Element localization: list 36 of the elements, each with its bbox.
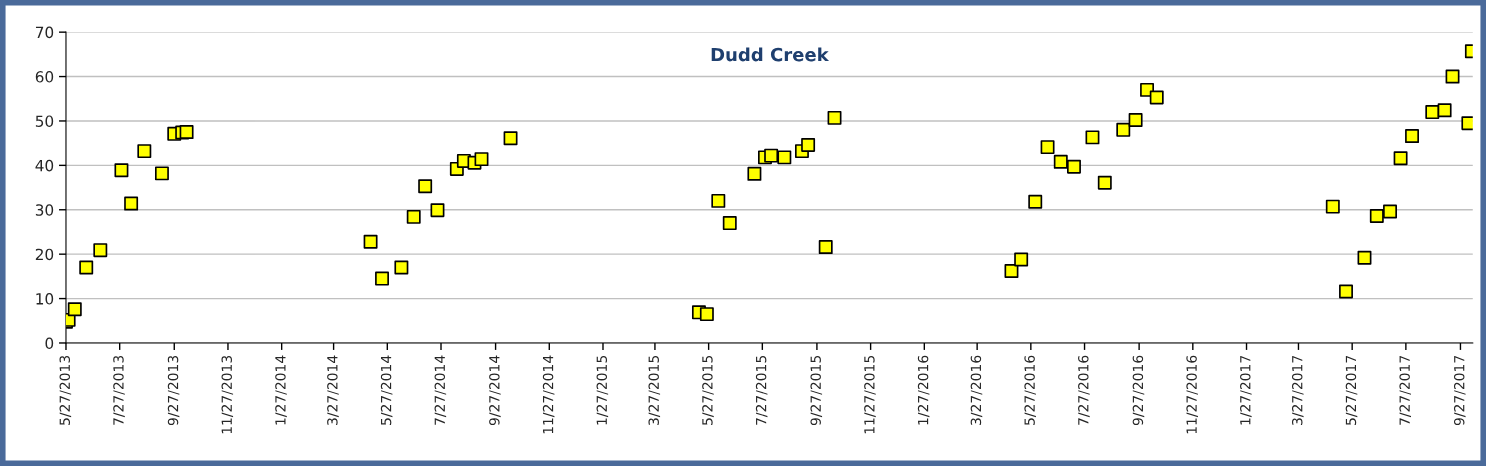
y-tick-label: 70 xyxy=(35,26,54,39)
x-tick-label: 11/27/2014 xyxy=(542,355,555,434)
x-tick-label: 5/27/2014 xyxy=(380,355,393,425)
x-tick-label: 7/27/2017 xyxy=(1399,355,1411,425)
x-tick-label: 5/27/2016 xyxy=(1024,355,1036,425)
x-tick-label: 3/27/2016 xyxy=(970,355,983,425)
x-tick-label: 3/27/2015 xyxy=(648,356,661,425)
x-tick-label: 7/27/2015 xyxy=(755,356,768,425)
x-tick-label: 11/27/2015 xyxy=(864,356,876,434)
x-tick-label: 1/27/2014 xyxy=(275,355,287,425)
x-tick-label: 9/27/2017 xyxy=(1453,355,1466,426)
x-tick-label: 11/27/2013 xyxy=(221,355,234,434)
x-tick-label: 9/27/2016 xyxy=(1132,355,1145,426)
y-tick-label: 40 xyxy=(35,159,54,172)
x-tick-label: 5/27/2013 xyxy=(59,355,72,425)
y-tick-label: 60 xyxy=(35,71,54,83)
x-tick-label: 3/27/2014 xyxy=(327,355,339,425)
y-tick-label: 30 xyxy=(35,204,54,216)
x-tick-label: 9/27/2013 xyxy=(167,355,180,426)
x-tick-label: 1/27/2016 xyxy=(917,355,930,425)
x-tick-label: 1/27/2015 xyxy=(596,356,609,425)
y-tick-label: 10 xyxy=(36,293,54,305)
x-tick-label: 7/27/2014 xyxy=(434,355,447,425)
x-tick-label: 1/27/2017 xyxy=(1240,355,1252,425)
y-tick-label: 50 xyxy=(35,115,54,127)
y-tick-label: 20 xyxy=(35,248,54,261)
x-tick-label: 5/27/2015 xyxy=(702,356,714,425)
y-tick-label: 0 xyxy=(45,337,54,349)
text: Dudd Creek xyxy=(711,47,830,62)
x-tick-label: 9/27/2014 xyxy=(489,355,501,426)
x-tick-label: 11/27/2016 xyxy=(1186,355,1198,434)
x-tick-label: 7/27/2016 xyxy=(1078,355,1090,425)
x-tick-label: 7/27/2013 xyxy=(113,355,125,425)
x-tick-label: 5/27/2017 xyxy=(1345,355,1358,425)
x-tick-label: 3/27/2017 xyxy=(1291,355,1304,425)
x-tick-label: 9/27/2015 xyxy=(810,356,823,426)
